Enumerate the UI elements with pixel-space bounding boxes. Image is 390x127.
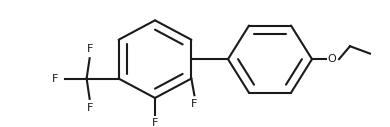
Text: F: F: [51, 74, 58, 84]
Text: F: F: [191, 99, 198, 108]
Text: F: F: [152, 118, 158, 127]
Text: O: O: [328, 54, 336, 64]
Text: F: F: [87, 103, 93, 113]
Text: F: F: [87, 44, 93, 54]
